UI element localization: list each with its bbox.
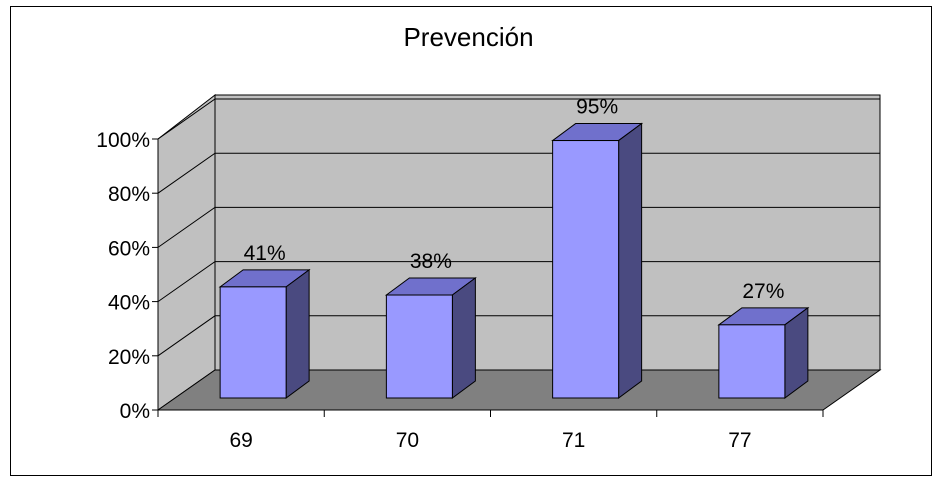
y-tick-label: 80% bbox=[108, 183, 150, 206]
bar-side bbox=[451, 277, 476, 399]
data-label: 41% bbox=[244, 242, 286, 265]
gridline bbox=[157, 315, 880, 357]
x-tick-label: 77 bbox=[728, 429, 751, 452]
bar-front bbox=[552, 140, 620, 399]
data-label: 27% bbox=[742, 280, 784, 303]
gridline bbox=[157, 206, 880, 248]
bar-side bbox=[285, 268, 310, 399]
y-tick-label: 20% bbox=[108, 346, 150, 369]
y-tick-label: 0% bbox=[120, 400, 150, 423]
bar bbox=[384, 277, 477, 399]
y-tick-label: 100% bbox=[96, 129, 150, 152]
data-labels: 41% 38% 95% 27% bbox=[244, 96, 785, 303]
x-axis: 69 70 71 77 bbox=[157, 409, 824, 452]
bar bbox=[717, 306, 810, 399]
gridlines bbox=[157, 98, 880, 357]
bar bbox=[551, 122, 644, 399]
bar-front bbox=[385, 294, 453, 399]
bar-side bbox=[618, 122, 643, 399]
side-wall bbox=[157, 93, 216, 411]
bar-front bbox=[718, 324, 786, 399]
gridline bbox=[157, 261, 880, 303]
chart-title: Prevención bbox=[403, 22, 534, 52]
x-tick-label: 70 bbox=[396, 429, 419, 452]
y-tick-label: 60% bbox=[108, 237, 150, 260]
data-label: 95% bbox=[576, 96, 618, 119]
x-tick-label: 69 bbox=[229, 429, 252, 452]
bar-front bbox=[219, 286, 287, 399]
gridline bbox=[157, 152, 880, 194]
gridline bbox=[157, 98, 880, 140]
x-tick-label: 71 bbox=[562, 429, 585, 452]
y-axis: 0% 20% 40% 60% 80% 100% bbox=[96, 129, 159, 423]
y-tick-label: 40% bbox=[108, 292, 150, 315]
bars bbox=[218, 122, 810, 399]
bar bbox=[218, 268, 311, 399]
data-label: 38% bbox=[410, 250, 452, 273]
